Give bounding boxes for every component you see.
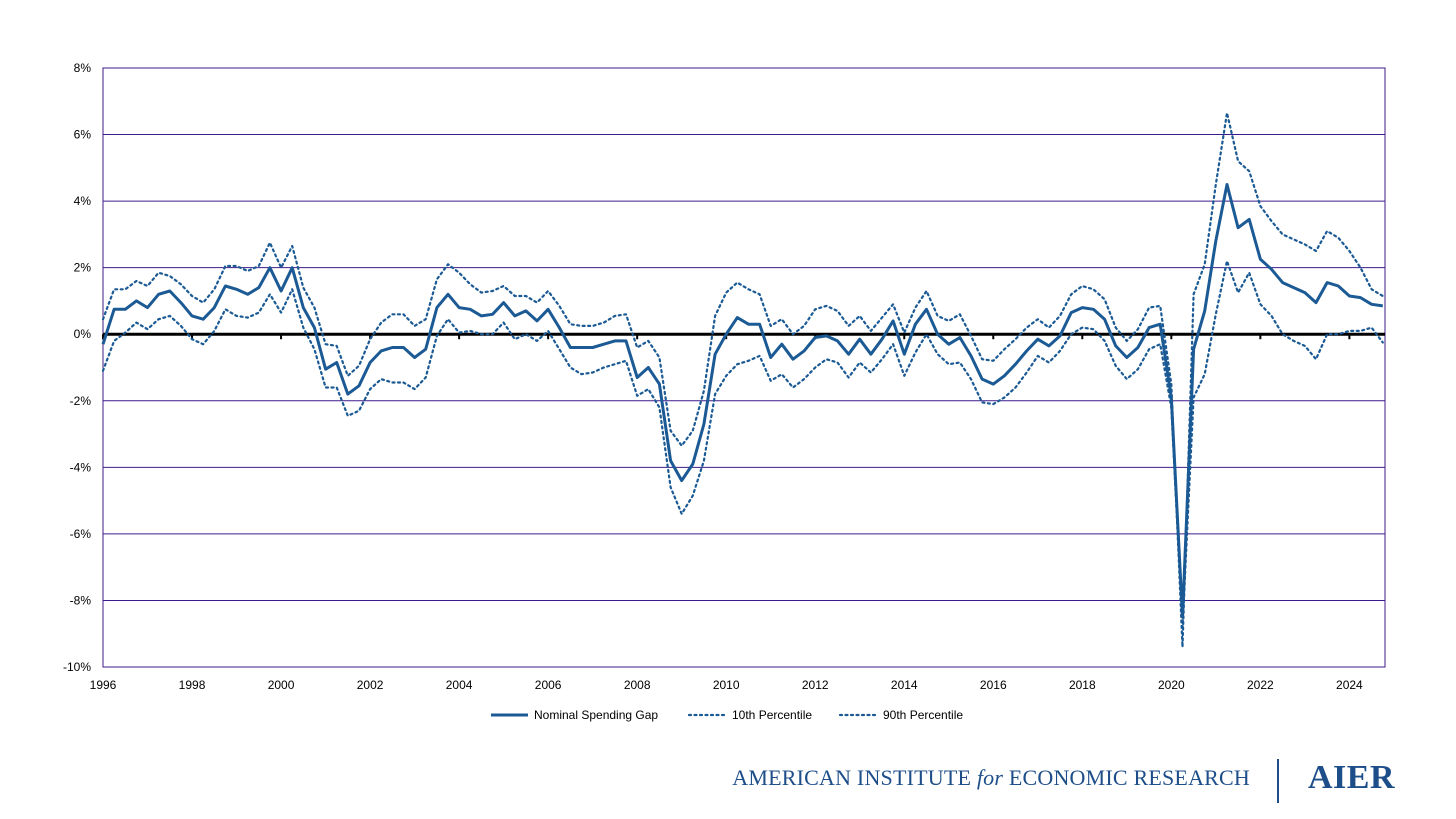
legend-label: 10th Percentile xyxy=(732,708,812,722)
footer-branding: AMERICAN INSTITUTE for ECONOMIC RESEARCH… xyxy=(0,755,1456,805)
x-tick-label: 2012 xyxy=(802,678,829,692)
organization-name-for: for xyxy=(976,765,1004,790)
x-tick-label: 2010 xyxy=(713,678,740,692)
x-tick-label: 2022 xyxy=(1247,678,1274,692)
y-tick-label: -10% xyxy=(63,660,91,674)
legend-label: Nominal Spending Gap xyxy=(534,708,658,722)
x-tick-label: 2016 xyxy=(980,678,1007,692)
y-tick-label: 8% xyxy=(74,61,92,75)
legend-label: 90th Percentile xyxy=(883,708,963,722)
x-tick-label: 2006 xyxy=(535,678,562,692)
series-lines xyxy=(101,111,1384,649)
x-axis-tick-marks xyxy=(102,334,1351,340)
x-tick-label: 2004 xyxy=(446,678,473,692)
x-axis-tick-labels: 1996 1998 2000 2002 2004 2006 2008 2010 2012 2014… xyxy=(90,678,1363,692)
y-tick-label: 0% xyxy=(74,327,92,341)
y-tick-label: -8% xyxy=(70,593,92,607)
series-line-nominal-spending-gap xyxy=(101,183,1384,619)
line-chart: 8% 6% 4% 2% 0% -2% -4% -6% -8% -10% 1996 1998 2000 2… xyxy=(63,61,1386,722)
y-tick-label: -6% xyxy=(70,527,92,541)
x-tick-label: 2000 xyxy=(268,678,295,692)
x-tick-label: 1996 xyxy=(90,678,117,692)
organization-name-part2: ECONOMIC RESEARCH xyxy=(1003,765,1250,790)
footer-divider xyxy=(1277,759,1279,803)
y-tick-label: 6% xyxy=(74,128,92,142)
organization-name: AMERICAN INSTITUTE for ECONOMIC RESEARCH xyxy=(732,765,1250,791)
x-tick-label: 2002 xyxy=(357,678,384,692)
series-line-10th-percentile xyxy=(101,259,1384,629)
x-tick-label: 2008 xyxy=(624,678,651,692)
y-tick-label: -2% xyxy=(70,394,92,408)
aier-logo: AIER xyxy=(1308,759,1396,796)
x-tick-label: 2014 xyxy=(891,678,918,692)
x-tick-label: 1998 xyxy=(179,678,206,692)
y-axis-tick-labels: 8% 6% 4% 2% 0% -2% -4% -6% -8% -10% xyxy=(63,61,91,674)
organization-name-part1: AMERICAN INSTITUTE xyxy=(732,765,977,790)
x-tick-label: 2018 xyxy=(1069,678,1096,692)
x-tick-label: 2024 xyxy=(1336,678,1363,692)
y-tick-label: 2% xyxy=(74,261,92,275)
y-tick-label: -4% xyxy=(70,460,92,474)
legend: Nominal Spending Gap 10th Percentile 90th … xyxy=(491,708,963,722)
series-line-90th-percentile xyxy=(101,111,1384,649)
y-tick-label: 4% xyxy=(74,194,92,208)
x-tick-label: 2020 xyxy=(1158,678,1185,692)
